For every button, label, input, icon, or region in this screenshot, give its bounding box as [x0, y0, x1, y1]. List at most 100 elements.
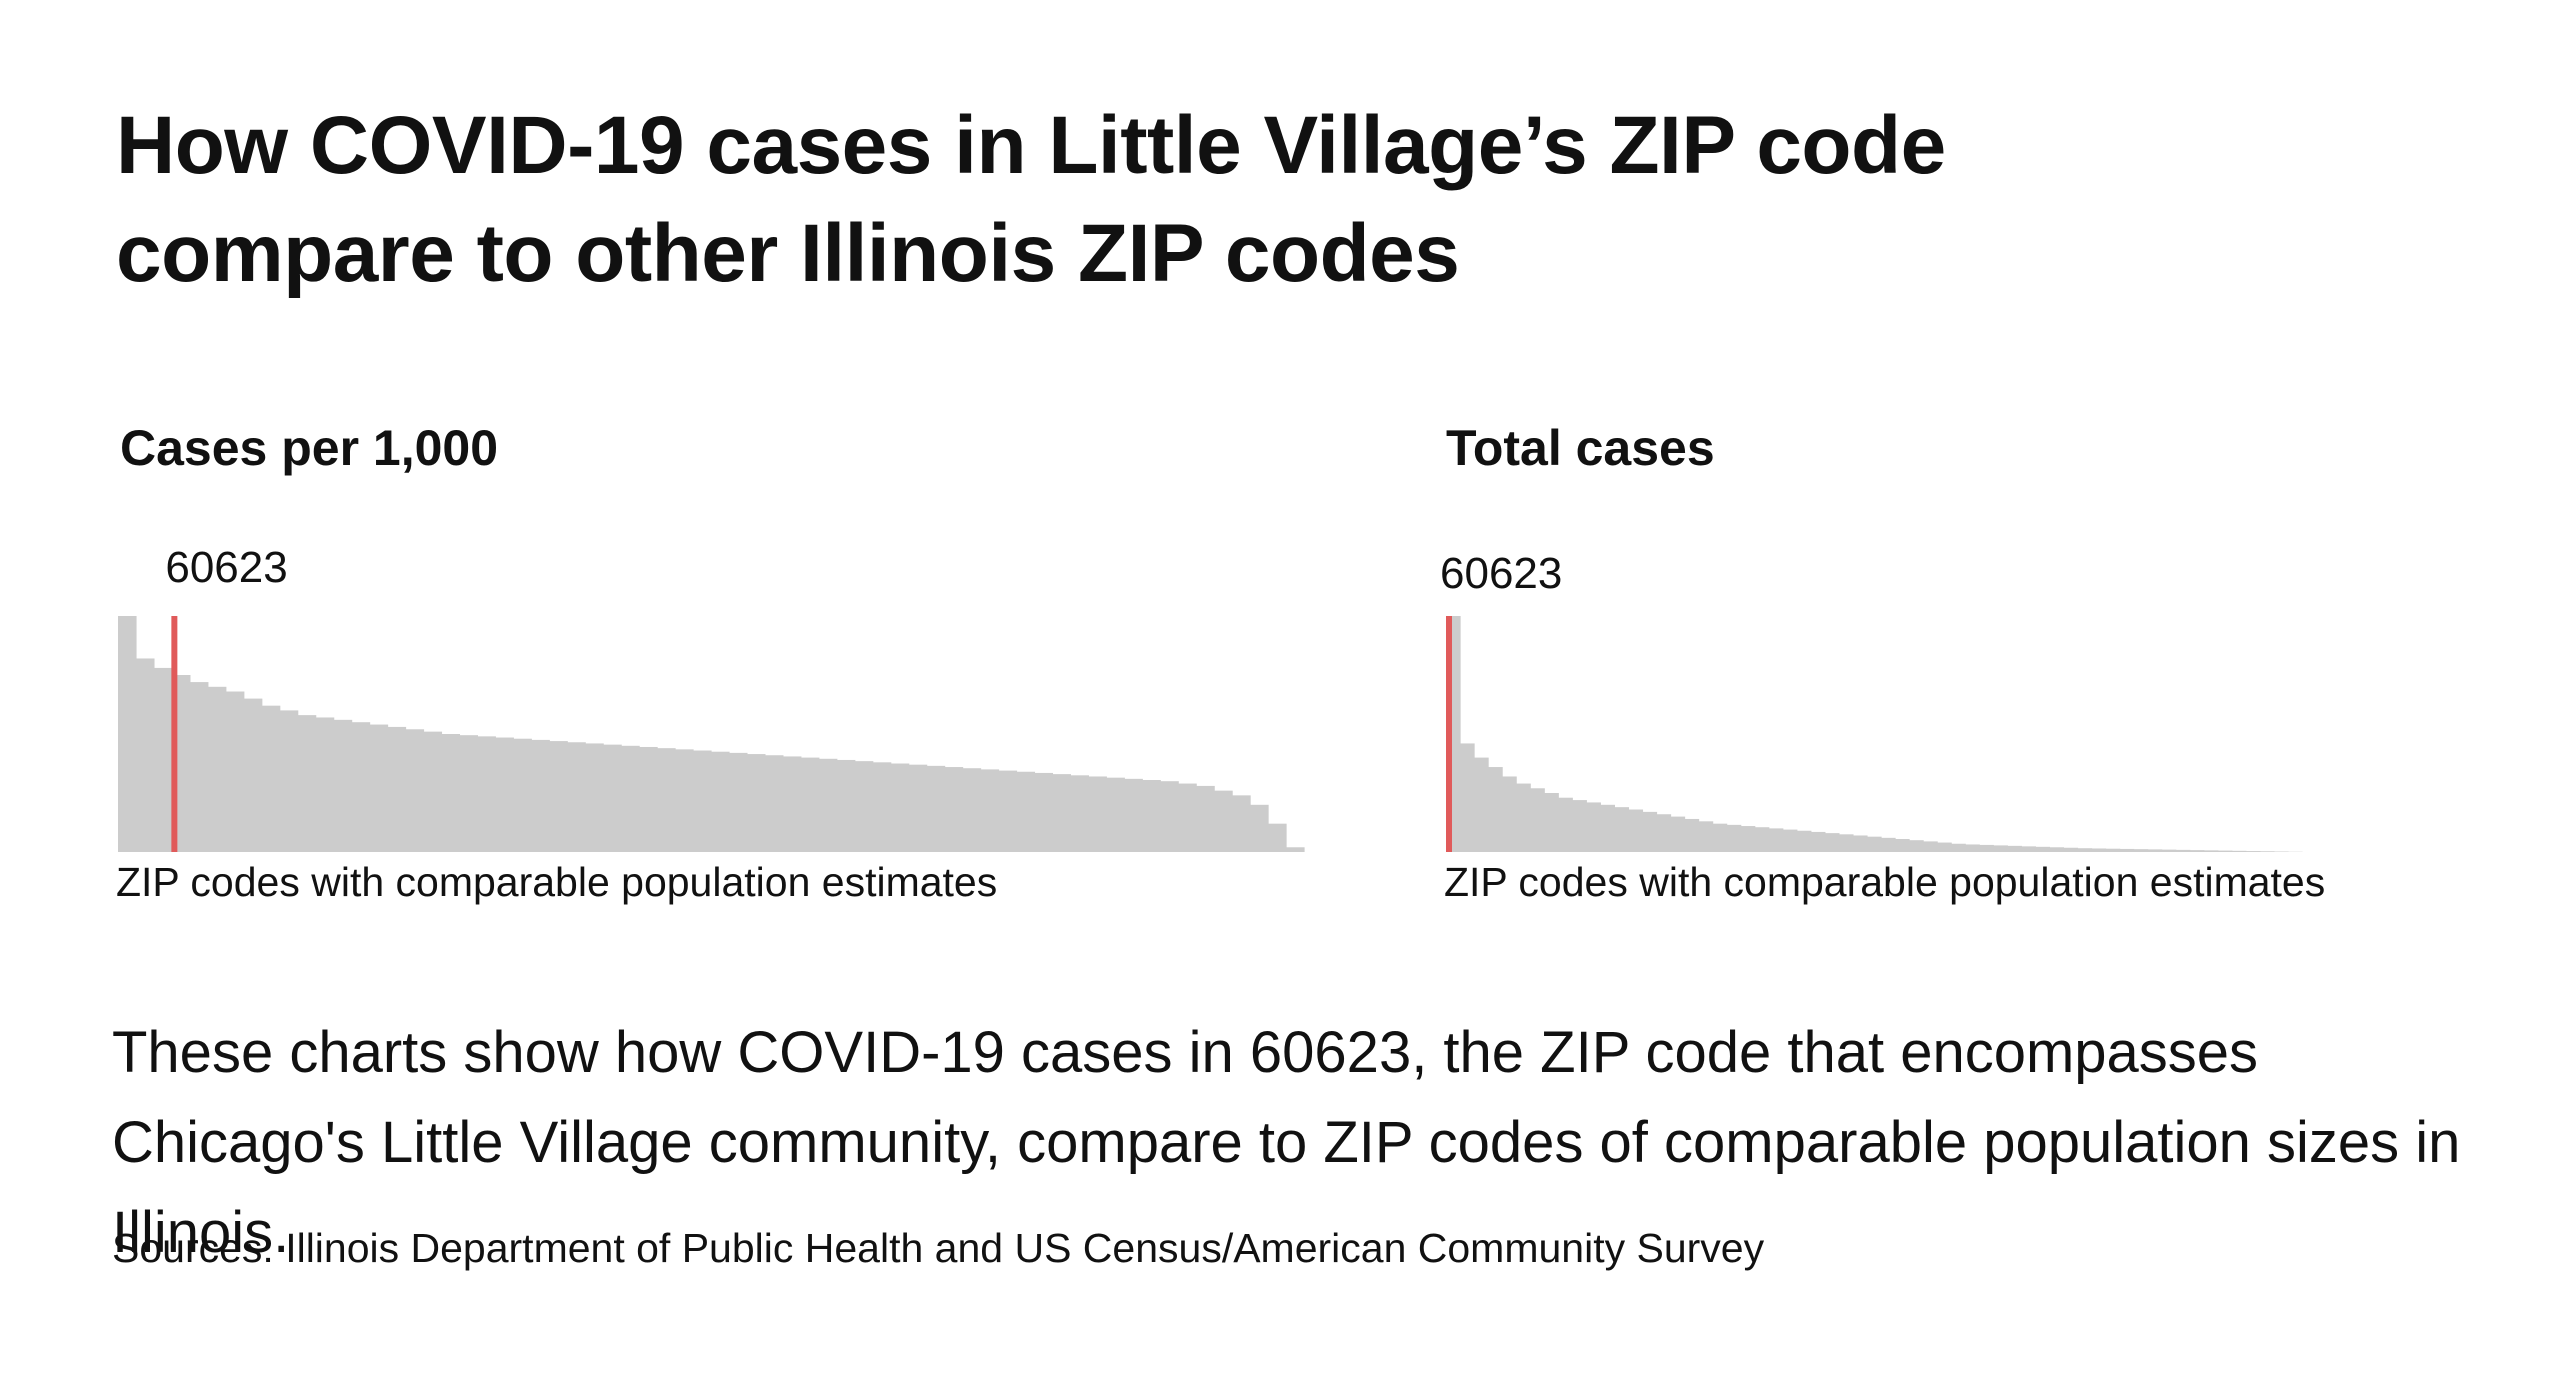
bar: [1698, 821, 1714, 852]
bar: [1768, 828, 1784, 852]
bar: [746, 754, 766, 852]
bar: [1572, 800, 1587, 852]
bar: [135, 658, 155, 852]
bar: [118, 616, 137, 852]
bar: [2175, 849, 2191, 852]
bar: [836, 759, 856, 852]
bar: [1965, 844, 1980, 852]
bar: [2133, 849, 2149, 852]
bar: [351, 722, 371, 852]
bar: [2161, 849, 2177, 852]
highlight-marker: [171, 616, 178, 852]
bar: [818, 758, 838, 852]
bar: [998, 770, 1018, 852]
bar: [243, 698, 263, 852]
bar: [1866, 836, 1882, 852]
bar: [1642, 811, 1658, 852]
headline: How COVID-19 cases in Little Village’s Z…: [116, 100, 1946, 299]
bar: [1016, 771, 1036, 852]
bar: [1178, 783, 1197, 852]
bar: [2147, 849, 2163, 852]
bar: [2231, 850, 2247, 852]
bar: [2077, 848, 2093, 852]
bar: [890, 763, 910, 852]
bar: [2021, 846, 2036, 852]
bar: [1124, 778, 1143, 852]
bar: [1160, 781, 1179, 852]
chart-total-cases: 60623 ZIP codes with comparable populatio…: [1440, 549, 2325, 905]
bar: [495, 737, 514, 852]
bar: [728, 752, 748, 852]
bar: [459, 735, 478, 852]
x-axis-label: ZIP codes with comparable population est…: [1444, 859, 2325, 905]
bar: [1106, 777, 1125, 852]
bar: [926, 765, 946, 852]
bar: [2245, 851, 2261, 852]
highlight-marker: [1446, 616, 1452, 852]
bar: [1600, 804, 1615, 852]
bar: [1070, 775, 1089, 852]
bar: [1796, 830, 1812, 852]
bar: [1824, 833, 1840, 852]
bar: [531, 739, 550, 852]
highlight-label: 60623: [165, 543, 287, 592]
bar: [441, 734, 461, 852]
bar: [333, 719, 353, 852]
bar: [621, 745, 640, 852]
bar: [2063, 847, 2079, 852]
bar: [1474, 757, 1489, 852]
bar: [261, 705, 281, 852]
bar: [2049, 847, 2065, 852]
bar: [1488, 767, 1503, 852]
bar: [2259, 851, 2275, 852]
bar: [1895, 839, 1910, 852]
bar: [1979, 844, 1994, 852]
bar: [1951, 843, 1966, 852]
bar: [189, 682, 209, 852]
bar: [1142, 780, 1161, 852]
bar: [549, 741, 568, 852]
bar: [567, 742, 586, 852]
bar: [2007, 845, 2022, 852]
chart-title-total-cases: Total cases: [1446, 420, 1715, 476]
bar: [764, 755, 784, 852]
bar: [980, 769, 1000, 852]
sources: Sources: Illinois Department of Public H…: [112, 1225, 1765, 1271]
bar: [1558, 797, 1573, 852]
bar: [1214, 790, 1233, 852]
bar: [585, 743, 604, 852]
bar: [207, 686, 227, 852]
bar: [153, 667, 173, 852]
bar: [1993, 845, 2008, 852]
bar: [782, 756, 802, 852]
bar: [2035, 846, 2051, 852]
bar: [1670, 816, 1686, 852]
bar: [872, 762, 892, 852]
chart-cases-per-1000: 60623 ZIP codes with comparable populatio…: [116, 543, 1305, 905]
bar: [2189, 850, 2205, 852]
bar: [297, 715, 317, 852]
bar: [1810, 831, 1826, 852]
bar: [423, 731, 443, 852]
bar: [1937, 842, 1952, 852]
bar: [675, 749, 694, 852]
bar: [908, 764, 928, 852]
bar: [2091, 848, 2107, 852]
bar: [1881, 837, 1896, 852]
bar: [1530, 788, 1545, 852]
bar: [1034, 772, 1054, 852]
bar: [1088, 776, 1107, 852]
bar: [1250, 804, 1269, 852]
bar: [962, 768, 982, 852]
bar: [639, 746, 658, 852]
bar: [1712, 823, 1728, 852]
bar: [477, 736, 496, 852]
bar: [405, 729, 425, 852]
bar: [1740, 826, 1756, 852]
bar: [1052, 774, 1071, 852]
bar: [1909, 840, 1924, 852]
bar: [1502, 776, 1517, 852]
highlight-label: 60623: [1440, 549, 1562, 598]
bar: [2217, 850, 2233, 852]
bar: [315, 717, 335, 852]
